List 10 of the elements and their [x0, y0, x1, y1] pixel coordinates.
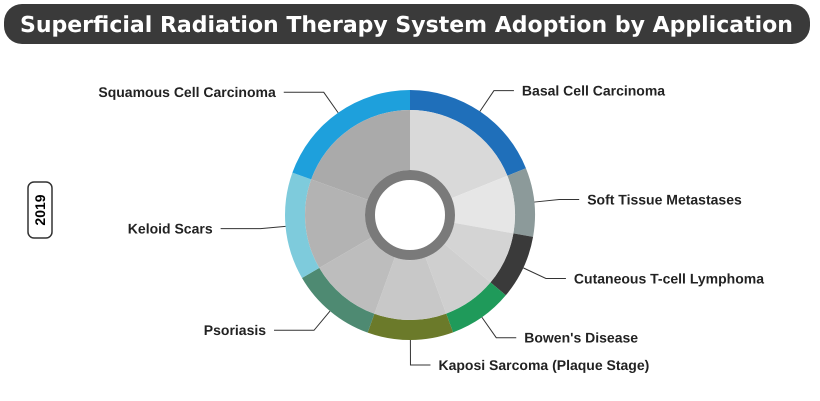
slice-label: Basal Cell Carcinoma: [522, 82, 666, 99]
chart-title: Superficial Radiation Therapy System Adoption by Application: [20, 13, 793, 38]
slice-label: Keloid Scars: [128, 220, 213, 237]
slice-label: Bowen's Disease: [524, 330, 638, 346]
slice-label: Squamous Cell Carcinoma: [98, 84, 276, 100]
slice-label: Soft Tissue Metastases: [587, 191, 742, 208]
slice-label: Psoriasis: [204, 322, 266, 338]
text: 2019: [32, 194, 48, 226]
slice-label: Cutaneous T-cell Lymphoma: [574, 270, 764, 286]
slice-label: Kaposi Sarcoma (Plaque Stage): [438, 356, 650, 373]
